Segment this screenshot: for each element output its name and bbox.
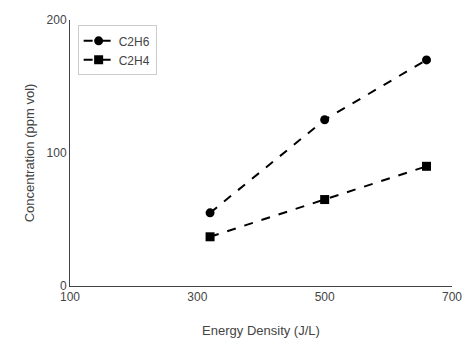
svg-text:300: 300 xyxy=(187,290,207,304)
svg-text:C2H4: C2H4 xyxy=(119,54,150,68)
svg-text:Concentration (ppm vol): Concentration (ppm vol) xyxy=(22,84,37,223)
svg-text:100: 100 xyxy=(47,146,67,160)
svg-text:C2H6: C2H6 xyxy=(119,35,150,49)
svg-text:100: 100 xyxy=(60,290,80,304)
svg-text:Energy Density (J/L): Energy Density (J/L) xyxy=(202,323,320,338)
svg-text:700: 700 xyxy=(442,290,462,304)
svg-text:0: 0 xyxy=(60,279,67,293)
svg-text:500: 500 xyxy=(315,290,335,304)
svg-text:200: 200 xyxy=(47,13,67,27)
